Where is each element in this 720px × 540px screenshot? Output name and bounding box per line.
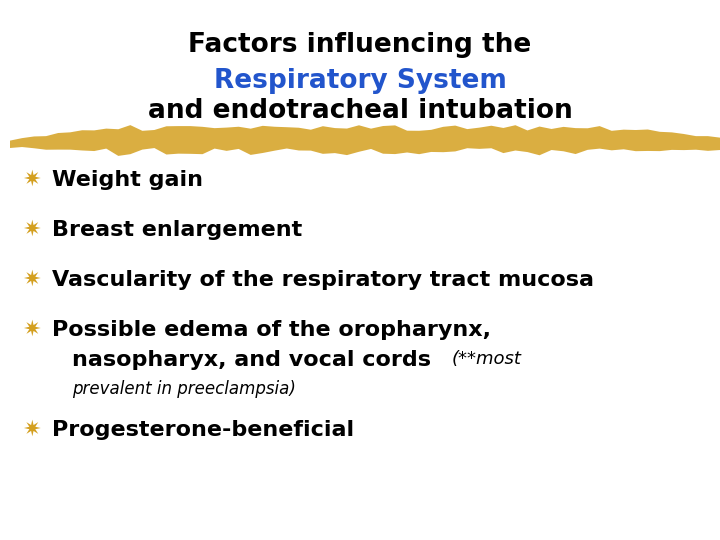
- Text: Weight gain: Weight gain: [52, 170, 203, 190]
- Text: Factors influencing the: Factors influencing the: [189, 32, 531, 58]
- Text: Possible edema of the oropharynx,: Possible edema of the oropharynx,: [52, 320, 491, 340]
- Text: ✷: ✷: [22, 420, 40, 440]
- Polygon shape: [10, 125, 720, 156]
- Text: nasopharyx, and vocal cords: nasopharyx, and vocal cords: [72, 350, 438, 370]
- Text: and endotracheal intubation: and endotracheal intubation: [148, 98, 572, 124]
- Text: (**most: (**most: [452, 350, 522, 368]
- Text: ✷: ✷: [22, 270, 40, 290]
- Text: Vascularity of the respiratory tract mucosa: Vascularity of the respiratory tract muc…: [52, 270, 594, 290]
- Text: Progesterone-beneficial: Progesterone-beneficial: [52, 420, 354, 440]
- Text: prevalent in preeclampsia): prevalent in preeclampsia): [72, 380, 296, 398]
- Text: ✷: ✷: [22, 220, 40, 240]
- Text: ✷: ✷: [22, 320, 40, 340]
- Text: Respiratory System: Respiratory System: [214, 68, 506, 94]
- Text: Breast enlargement: Breast enlargement: [52, 220, 302, 240]
- Text: ✷: ✷: [22, 170, 40, 190]
